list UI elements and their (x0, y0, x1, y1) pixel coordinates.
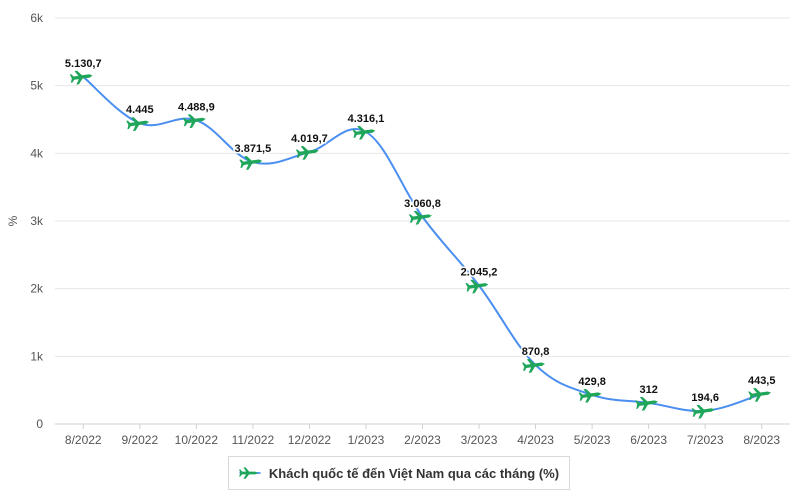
data-point (578, 388, 602, 403)
data-label: 194,6 (691, 392, 719, 404)
airplane-icon (691, 404, 715, 419)
x-tick-label: 9/2022 (121, 433, 158, 447)
y-tick-label: 6k (30, 11, 44, 25)
data-point (465, 279, 489, 294)
x-tick-label: 2/2023 (404, 433, 441, 447)
x-axis: 8/2022 9/2022 10/2022 11/2022 12/2022 1/2023 2… (65, 424, 780, 447)
airplane-icon (69, 70, 93, 85)
data-point (408, 210, 432, 225)
x-tick-label: 12/2022 (288, 433, 332, 447)
data-label: 4.019,7 (291, 133, 328, 145)
airplane-icon (295, 145, 319, 160)
legend[interactable]: Khách quốc tế đến Việt Nam qua các tháng… (228, 456, 570, 490)
data-point (521, 359, 545, 373)
data-label: 5.130,7 (65, 58, 102, 70)
data-point (295, 145, 319, 160)
data-label: 870,8 (522, 346, 550, 358)
airplane-icon (239, 156, 263, 170)
data-point (182, 114, 206, 129)
y-axis: 0 1k 2k 3k 4k 5k 6k (30, 11, 44, 431)
data-point (691, 404, 715, 419)
data-label: 2.045,2 (461, 267, 498, 279)
x-tick-label: 10/2022 (175, 433, 219, 447)
airplane-icon (748, 387, 772, 402)
data-label: 4.316,1 (348, 113, 385, 125)
grid-lines (55, 17, 790, 425)
airplane-icon (578, 388, 602, 403)
airplane-icon (465, 279, 489, 294)
data-label: 4.488,9 (178, 101, 215, 113)
x-tick-label: 3/2023 (461, 433, 498, 447)
data-label: 429,8 (578, 376, 606, 388)
airplane-icon (352, 125, 376, 140)
airplane-icon (126, 117, 150, 132)
y-axis-label: % (6, 215, 20, 226)
x-tick-label: 6/2023 (630, 433, 667, 447)
y-tick-label: 3k (30, 214, 44, 228)
data-point (69, 70, 93, 85)
data-label: 4.445 (126, 104, 154, 116)
y-tick-label: 0 (36, 417, 43, 431)
airplane-icon (238, 467, 261, 479)
x-tick-label: 11/2022 (232, 433, 275, 447)
data-point (352, 125, 376, 140)
y-tick-label: 4k (30, 146, 44, 160)
data-point (239, 156, 263, 170)
data-point (126, 117, 150, 132)
data-label: 312 (639, 384, 657, 396)
airplane-icon (635, 396, 659, 411)
airplane-icon (182, 114, 206, 129)
airplane-icon (408, 210, 432, 225)
data-label: 3.871,5 (235, 143, 272, 155)
data-label: 3.060,8 (404, 198, 441, 210)
data-markers (69, 70, 772, 419)
x-tick-label: 8/2022 (65, 433, 102, 447)
x-tick-label: 5/2023 (574, 433, 611, 447)
data-point (748, 387, 772, 402)
y-tick-label: 5k (30, 79, 44, 93)
x-tick-label: 7/2023 (687, 433, 724, 447)
data-point (635, 396, 659, 411)
y-tick-label: 2k (30, 282, 44, 296)
data-label: 443,5 (748, 375, 776, 387)
airplane-icon (521, 359, 545, 373)
x-tick-label: 8/2023 (743, 433, 780, 447)
legend-label: Khách quốc tế đến Việt Nam qua các tháng… (268, 465, 560, 481)
series-line (82, 76, 763, 413)
data-labels: 5.130,7 4.445 4.488,9 3.871,5 4.019,7 4.316,1… (63, 56, 777, 405)
x-tick-label: 1/2023 (348, 433, 385, 447)
y-tick-label: 1k (30, 349, 44, 363)
x-tick-label: 4/2023 (517, 433, 554, 447)
